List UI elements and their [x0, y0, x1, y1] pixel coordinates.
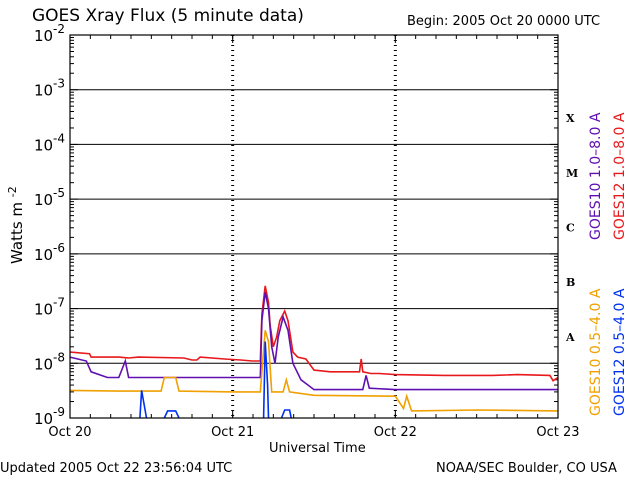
y-tick-exp-2: -7 — [53, 296, 65, 310]
y-tick-label-4: 10 — [34, 191, 53, 209]
y-tick-label-0: 10 — [34, 410, 53, 428]
flare-class-m: M — [566, 167, 578, 180]
series-line-goes12-0-5-4-0-a-2 — [262, 341, 270, 419]
x-tick-label-1: Oct 21 — [211, 425, 254, 440]
plot-frame — [69, 34, 559, 419]
series-line-goes10-1-0-8-0-a — [69, 291, 558, 391]
series-line-goes12-0-5-4-0-a-3 — [280, 409, 292, 419]
flare-class-x: X — [566, 112, 575, 125]
y-tick-label-7: 10 — [34, 27, 53, 45]
x-tick-label-0: Oct 20 — [48, 425, 91, 440]
y-tick-label-2: 10 — [34, 301, 53, 319]
legend-entry-3: GOES12 0.5–4.0 A — [612, 288, 628, 416]
series-line-goes12-1-0-8-0-a — [69, 285, 559, 382]
legend-entry-0: GOES10 1.0–8.0 A — [588, 112, 604, 240]
x-tick-label-2: Oct 22 — [374, 425, 417, 440]
legend-entry-1: GOES12 1.0–8.0 A — [612, 112, 628, 240]
x-axis-label: Universal Time — [269, 441, 366, 456]
begin-date: Begin: 2005 Oct 20 0000 UTC — [407, 14, 601, 29]
series-line-goes10-0-5-4-0-a — [69, 330, 559, 412]
y-tick-label-1: 10 — [34, 355, 53, 373]
series-line-goes12-0-5-4-0-a-1 — [163, 410, 180, 419]
y-tick-exp-7: -2 — [53, 22, 65, 36]
y-tick-exp-1: -8 — [53, 350, 65, 364]
data-source: NOAA/SEC Boulder, CO USA — [436, 461, 617, 476]
y-tick-exp-4: -5 — [53, 186, 65, 200]
y-tick-exp-3: -6 — [53, 241, 65, 255]
x-tick-label-3: Oct 23 — [536, 425, 579, 440]
y-axis-label: Watts m -2 — [6, 186, 26, 264]
y-tick-label-5: 10 — [34, 136, 53, 154]
flare-class-a: A — [565, 331, 575, 344]
updated-timestamp: Updated 2005 Oct 22 23:56:04 UTC — [0, 461, 233, 476]
y-tick-exp-0: -9 — [53, 405, 65, 419]
flare-class-c: C — [566, 222, 575, 235]
y-tick-label-6: 10 — [34, 82, 53, 100]
chart-title: GOES Xray Flux (5 minute data) — [32, 6, 304, 26]
y-tick-exp-6: -3 — [53, 77, 65, 91]
flare-class-b: B — [566, 276, 575, 289]
y-axis-label-exponent: -2 — [6, 186, 19, 197]
y-tick-exp-5: -4 — [53, 131, 65, 145]
series-line-goes12-0-5-4-0-a-0 — [139, 390, 148, 419]
y-tick-label-3: 10 — [34, 246, 53, 264]
legend-entry-2: GOES10 0.5–4.0 A — [588, 288, 604, 416]
